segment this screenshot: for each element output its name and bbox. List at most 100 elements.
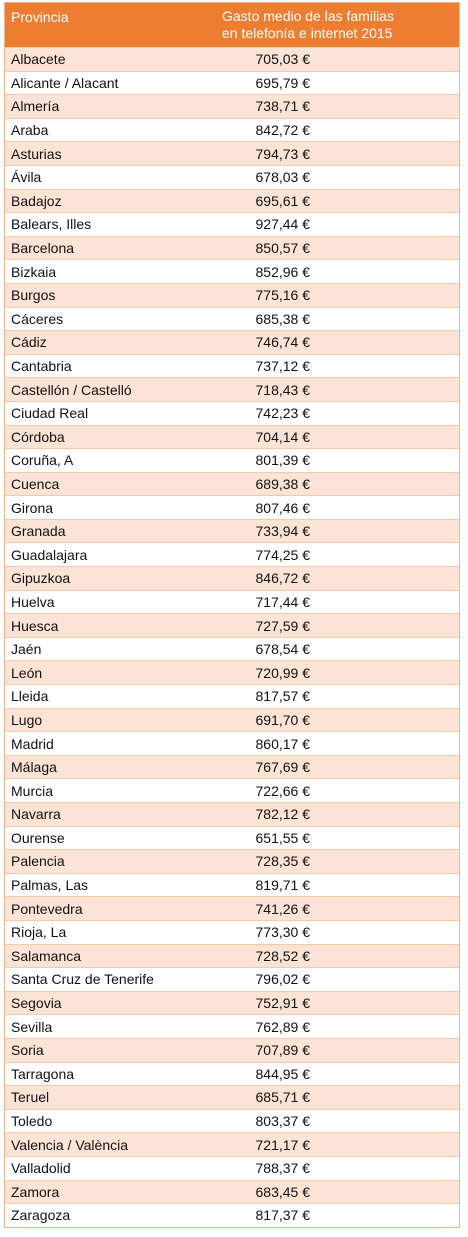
cell-gasto: 773,30 € xyxy=(255,924,311,941)
table-row: Salamanca 728,52 € xyxy=(5,943,459,968)
cell-gasto: 807,46 € xyxy=(255,499,311,516)
cell-gasto: 860,17 € xyxy=(255,735,311,752)
table-row: Rioja, La 773,30 € xyxy=(5,919,459,944)
table-row: Jaén 678,54 € xyxy=(5,636,459,661)
cell-gasto: 767,69 € xyxy=(255,759,311,776)
cell-provincia: Ciudad Real xyxy=(11,405,89,422)
cell-provincia: Córdoba xyxy=(11,428,65,445)
cell-provincia: Málaga xyxy=(11,759,57,776)
table-row: Burgos 775,16 € xyxy=(5,282,459,307)
table-row: Asturias 794,73 € xyxy=(5,141,459,165)
cell-provincia: Teruel xyxy=(11,1089,50,1106)
table-row: Barcelona 850,57 € xyxy=(5,235,459,260)
table-row: Murcia 722,66 € xyxy=(5,778,459,802)
cell-gasto: 842,72 € xyxy=(255,122,311,139)
table-row: Cáceres 685,38 € xyxy=(5,306,459,331)
cell-provincia: Bizkaia xyxy=(11,263,57,280)
cell-provincia: Cuenca xyxy=(11,475,60,492)
cell-gasto: 794,73 € xyxy=(255,145,311,162)
table-row: Pontevedra 741,26 € xyxy=(5,896,459,920)
cell-gasto: 738,71 € xyxy=(255,98,311,115)
table-row: Cuenca 689,38 € xyxy=(5,471,459,496)
cell-provincia: Granada xyxy=(11,523,66,540)
table-row: Sevilla 762,89 € xyxy=(5,1014,459,1038)
cell-gasto: 817,37 € xyxy=(255,1207,311,1224)
table-row: Coruña, A 801,39 € xyxy=(5,448,459,472)
cell-provincia: Sevilla xyxy=(11,1018,53,1035)
cell-provincia: Pontevedra xyxy=(11,900,83,917)
table-row: Lleida 817,57 € xyxy=(5,684,459,708)
table-row: Valladolid 788,37 € xyxy=(5,1155,459,1180)
cell-provincia: Valencia / València xyxy=(11,1136,128,1153)
cell-provincia: Balears, Illes xyxy=(11,216,92,233)
cell-gasto: 678,54 € xyxy=(255,641,311,658)
table-row: Madrid 860,17 € xyxy=(5,731,459,755)
cell-gasto: 707,89 € xyxy=(255,1042,311,1059)
cell-provincia: Guadalajara xyxy=(11,546,88,563)
table-row: Almería 738,71 € xyxy=(5,94,459,118)
cell-gasto: 782,12 € xyxy=(255,806,311,823)
cell-gasto: 695,61 € xyxy=(255,192,311,209)
table-header: Provincia Gasto medio de las familias en… xyxy=(5,3,459,47)
cell-provincia: Toledo xyxy=(11,1113,53,1130)
cell-gasto: 746,74 € xyxy=(255,334,311,351)
cell-provincia: Madrid xyxy=(11,735,54,752)
cell-provincia: Castellón / Castelló xyxy=(11,381,132,398)
table-row: León 720,99 € xyxy=(5,660,459,685)
cell-gasto: 850,57 € xyxy=(255,240,311,257)
table-row: Alicante / Alacant 695,79 € xyxy=(5,70,459,95)
cell-gasto: 737,12 € xyxy=(255,358,311,375)
cell-gasto: 852,96 € xyxy=(255,263,311,280)
cell-provincia: Huelva xyxy=(11,593,55,610)
cell-gasto: 683,45 € xyxy=(255,1183,311,1200)
cell-gasto: 844,95 € xyxy=(255,1065,311,1082)
table-row: Teruel 685,71 € xyxy=(5,1085,459,1109)
table-row: Badajoz 695,61 € xyxy=(5,188,459,213)
cell-gasto: 727,59 € xyxy=(255,617,311,634)
table-row: Cádiz 746,74 € xyxy=(5,330,459,354)
table-row: Zaragoza 817,37 € xyxy=(5,1203,459,1227)
gasto-table: Provincia Gasto medio de las familias en… xyxy=(4,2,460,1228)
cell-gasto: 651,55 € xyxy=(255,829,311,846)
table-row: Soria 707,89 € xyxy=(5,1037,459,1062)
table-row: Bizkaia 852,96 € xyxy=(5,259,459,283)
table-row: Balears, Illes 927,44 € xyxy=(5,212,459,236)
cell-gasto: 685,71 € xyxy=(255,1089,311,1106)
table-row: Girona 807,46 € xyxy=(5,495,459,519)
header-gasto-line1: Gasto medio de las familias xyxy=(222,8,394,24)
table-row: Palencia 728,35 € xyxy=(5,849,459,873)
cell-provincia: Gipuzkoa xyxy=(11,570,71,587)
cell-provincia: Zamora xyxy=(11,1183,60,1200)
cell-gasto: 927,44 € xyxy=(255,216,311,233)
cell-gasto: 762,89 € xyxy=(255,1018,311,1035)
table-row: Guadalajara 774,25 € xyxy=(5,542,459,567)
table-row: Castellón / Castelló 718,43 € xyxy=(5,377,459,401)
cell-gasto: 721,17 € xyxy=(255,1136,311,1153)
cell-provincia: Almería xyxy=(11,98,60,115)
cell-provincia: Palmas, Las xyxy=(11,877,89,894)
cell-provincia: Palencia xyxy=(11,853,65,870)
cell-gasto: 742,23 € xyxy=(255,405,311,422)
cell-provincia: Burgos xyxy=(11,287,56,304)
cell-gasto: 704,14 € xyxy=(255,428,311,445)
table-row: Ciudad Real 742,23 € xyxy=(5,400,459,425)
cell-provincia: Albacete xyxy=(11,51,66,68)
cell-provincia: Lugo xyxy=(11,711,43,728)
table-row: Araba 842,72 € xyxy=(5,117,459,142)
cell-gasto: 788,37 € xyxy=(255,1160,311,1177)
cell-provincia: Cáceres xyxy=(11,310,64,327)
cell-provincia: Cantabria xyxy=(11,358,72,375)
cell-provincia: Valladolid xyxy=(11,1160,71,1177)
table-row: Huelva 717,44 € xyxy=(5,589,459,614)
header-gasto-line2: en telefonía e internet 2015 xyxy=(222,25,393,41)
cell-provincia: León xyxy=(11,664,43,681)
cell-provincia: Rioja, La xyxy=(11,924,67,941)
cell-gasto: 774,25 € xyxy=(255,546,311,563)
cell-gasto: 728,35 € xyxy=(255,853,311,870)
table-row: Lugo 691,70 € xyxy=(5,707,459,732)
cell-gasto: 691,70 € xyxy=(255,711,311,728)
cell-gasto: 728,52 € xyxy=(255,947,311,964)
cell-gasto: 819,71 € xyxy=(255,877,311,894)
cell-gasto: 796,02 € xyxy=(255,971,311,988)
cell-provincia: Zaragoza xyxy=(11,1207,71,1224)
